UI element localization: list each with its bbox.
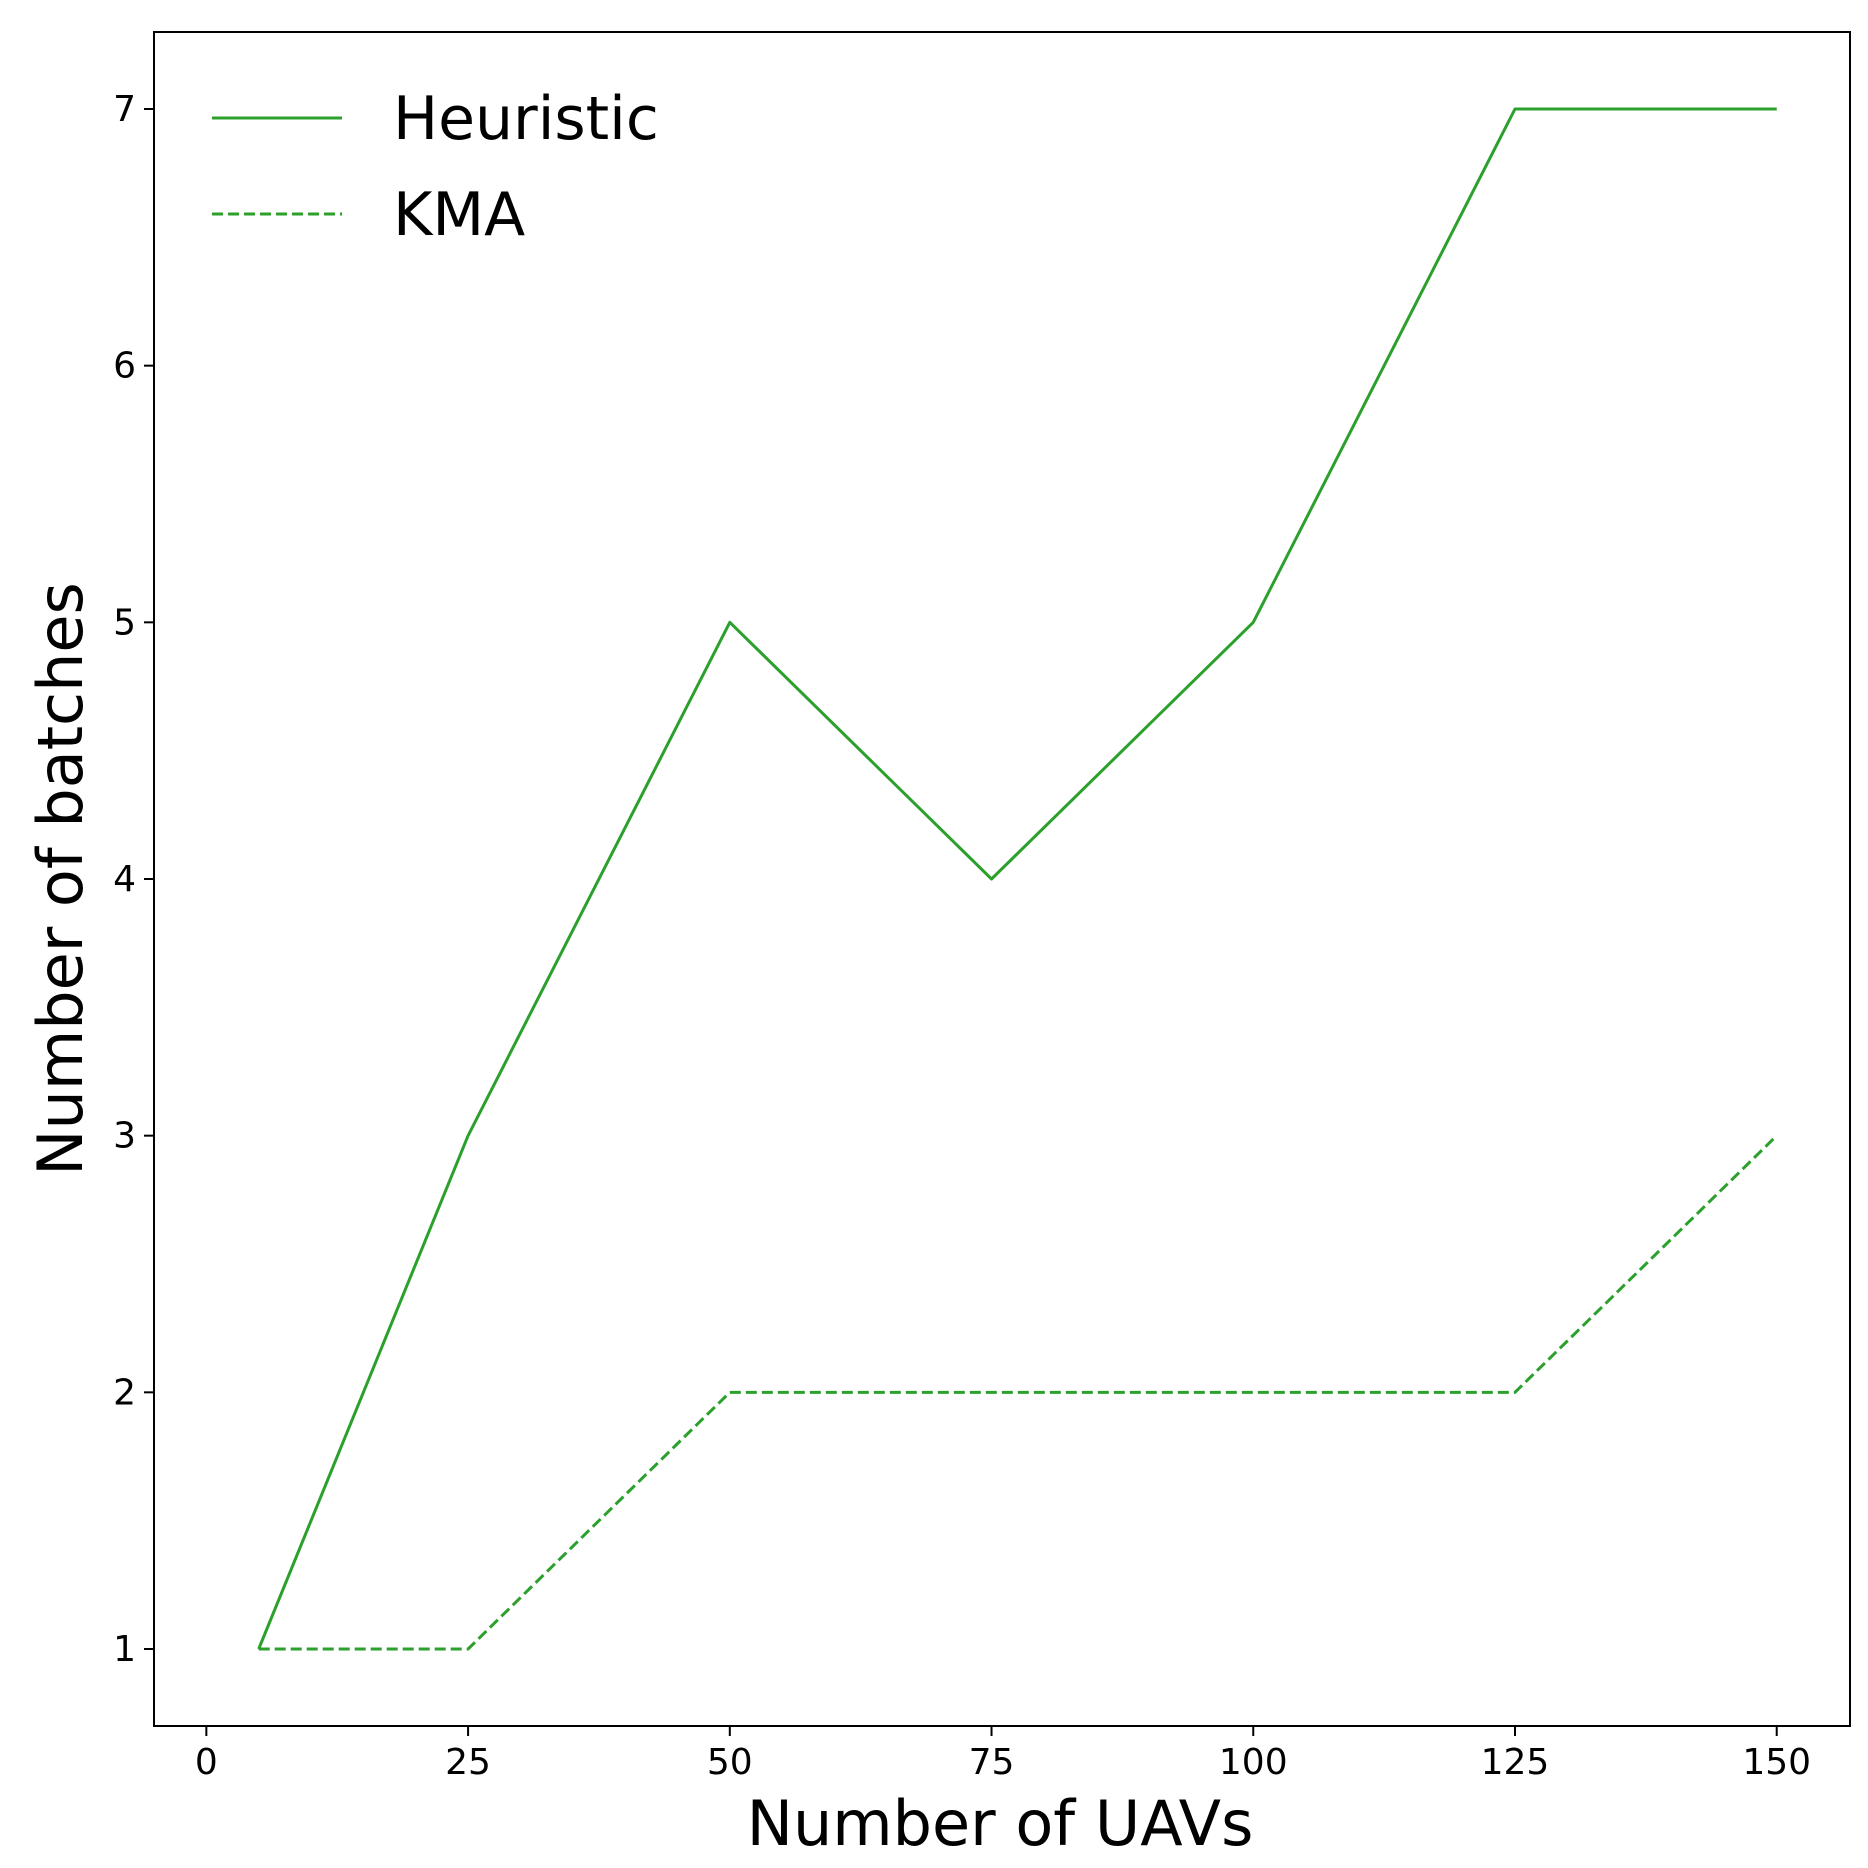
y-tick-label: 6 bbox=[113, 346, 136, 387]
legend: Heuristic KMA bbox=[212, 84, 659, 250]
x-tick-label: 100 bbox=[1219, 1742, 1288, 1783]
legend-label-kma: KMA bbox=[393, 180, 525, 250]
y-tick-label: 4 bbox=[113, 859, 136, 900]
series-line-heuristic bbox=[257, 107, 1777, 1650]
x-tick-label: 25 bbox=[445, 1742, 491, 1783]
x-tick-label: 75 bbox=[969, 1742, 1015, 1783]
x-tick-label: 0 bbox=[195, 1742, 218, 1783]
y-axis-title: Number of batches bbox=[24, 582, 97, 1176]
x-tick-label: 125 bbox=[1481, 1742, 1550, 1783]
series-line-kma bbox=[258, 1134, 1778, 1651]
series-layer bbox=[257, 107, 1778, 1651]
y-axis-ticks: 1 2 3 4 5 6 7 bbox=[113, 89, 154, 1670]
plot-frame bbox=[153, 31, 1851, 1727]
x-axis-title: Number of UAVs bbox=[747, 1787, 1254, 1860]
y-tick-label: 5 bbox=[113, 602, 136, 643]
legend-label-heuristic: Heuristic bbox=[393, 84, 659, 154]
y-tick-label: 3 bbox=[113, 1116, 136, 1157]
y-tick-label: 2 bbox=[113, 1372, 136, 1413]
x-tick-label: 50 bbox=[707, 1742, 753, 1783]
x-axis-ticks: 0 25 50 75 100 125 150 bbox=[195, 1726, 1811, 1783]
y-tick-label: 1 bbox=[113, 1629, 136, 1670]
y-tick-label: 7 bbox=[113, 89, 136, 130]
x-tick-label: 150 bbox=[1742, 1742, 1811, 1783]
